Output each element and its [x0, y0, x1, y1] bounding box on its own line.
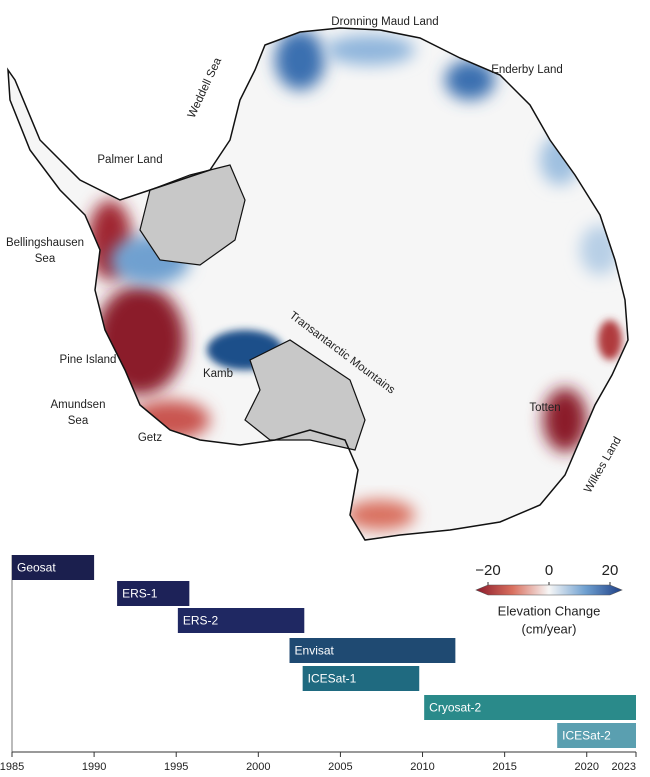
- colorbar-label: Elevation Change: [498, 603, 601, 618]
- place-label: Bellingshausen: [6, 237, 84, 249]
- place-label: Dronning Maud Land: [331, 16, 438, 28]
- x-tick-label: 1990: [82, 761, 106, 773]
- mission-bar: [12, 555, 95, 580]
- x-tick-label: 2015: [492, 761, 516, 773]
- mission-bar: [302, 666, 420, 691]
- antarctica-map: [7, 27, 629, 541]
- x-tick-label: 2023: [612, 761, 636, 773]
- place-label: Enderby Land: [491, 64, 563, 76]
- place-label: Pine Island: [60, 354, 117, 366]
- place-label: Weddell Sea: [186, 55, 225, 120]
- place-label: Sea: [68, 415, 89, 427]
- mission-bar: [424, 695, 636, 720]
- mission-bar: [557, 723, 636, 748]
- place-label: Kamb: [203, 368, 233, 380]
- place-label: Wilkes Land: [582, 435, 624, 495]
- x-tick-label: 2000: [246, 761, 270, 773]
- continent: [8, 28, 628, 540]
- mission-bar: [177, 608, 305, 633]
- colorbar-label: (cm/year): [522, 621, 577, 636]
- x-tick-label: 1995: [164, 761, 188, 773]
- colorbar: Elevation Change (cm/year) −20 0 20: [475, 562, 623, 636]
- place-label: Amundsen: [51, 399, 106, 411]
- x-tick-label: 1985: [0, 761, 24, 773]
- x-tick-label: 2005: [328, 761, 352, 773]
- place-label: Getz: [138, 432, 163, 444]
- mission-name: ICESat-1: [308, 672, 357, 686]
- colorbar-tick-label: 0: [545, 562, 553, 579]
- ross-ice-shelf: [244, 339, 366, 451]
- place-label: Palmer Land: [97, 154, 162, 166]
- mission-name: ERS-1: [122, 587, 158, 601]
- x-tick-label: 2010: [410, 761, 434, 773]
- colorbar-tick-label: −20: [475, 562, 500, 579]
- mission-name: ERS-2: [183, 614, 219, 628]
- place-label: Totten: [529, 402, 560, 414]
- mission-timeline: 1985 1990 1995 2000 2005 2010 2015 2020 2023 Geos…: [0, 555, 637, 773]
- x-tick-label: 2020: [574, 761, 598, 773]
- mission-name: Cryosat-2: [429, 701, 481, 715]
- mission-bar: [117, 581, 190, 606]
- coastline: [7, 27, 629, 541]
- mission-bar: [289, 638, 456, 663]
- mission-name: ICESat-2: [562, 729, 611, 743]
- colorbar-scale: [475, 584, 623, 596]
- place-label: Sea: [35, 253, 56, 265]
- colorbar-tick-label: 20: [602, 562, 619, 579]
- mission-name: Envisat: [295, 644, 335, 658]
- mission-name: Geosat: [17, 561, 56, 575]
